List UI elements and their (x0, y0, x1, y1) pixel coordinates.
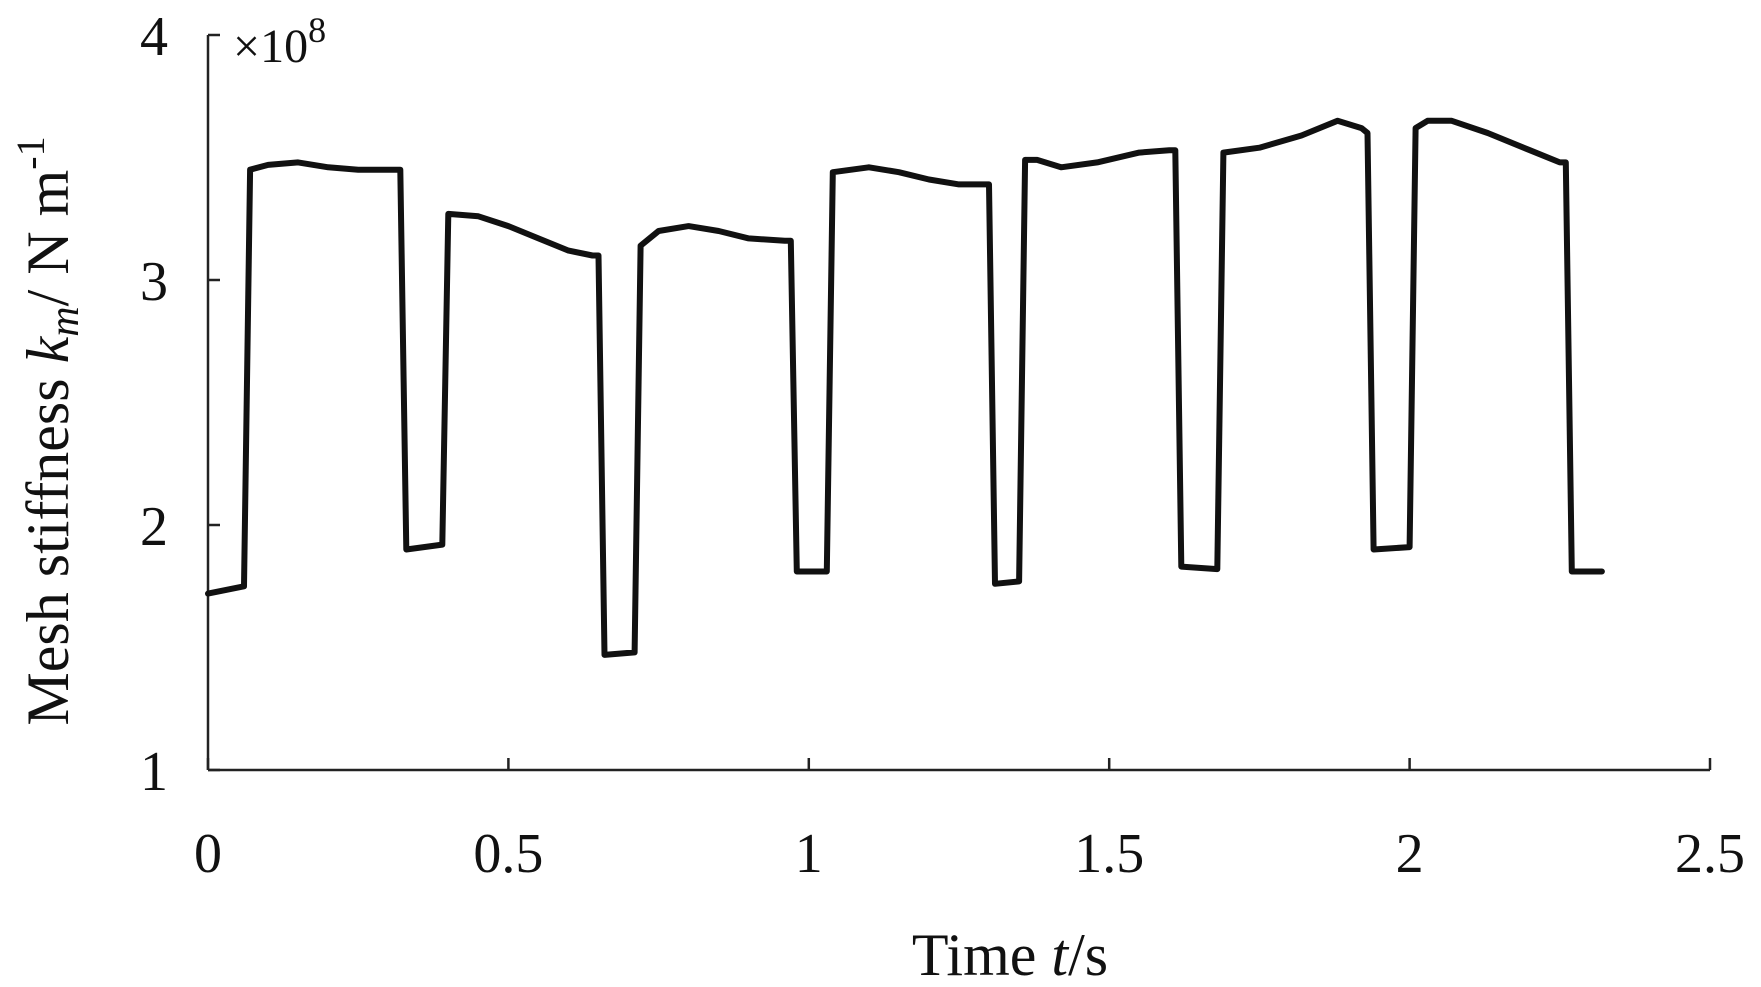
y-axis-multiplier: ×108 (233, 10, 326, 73)
ticks (206, 33, 1712, 772)
x-tick-label: 1.5 (1074, 823, 1144, 885)
y-tick-label: 4 (140, 6, 168, 68)
series-line-1 (205, 117, 1605, 658)
y-tick-label: 1 (140, 741, 168, 803)
x-tick-label: 1 (795, 823, 823, 885)
y-axis-title: Mesh stiffness km/ N m-1 (8, 136, 88, 725)
y-tick-label: 2 (140, 496, 168, 558)
x-tick-label: 0.5 (473, 823, 543, 885)
axes (206, 35, 1710, 772)
series-layer (205, 117, 1605, 658)
x-tick-label: 2.5 (1675, 823, 1745, 885)
x-tick-label: 2 (1396, 823, 1424, 885)
y-tick-label: 3 (140, 251, 168, 313)
x-tick-label: 0 (194, 823, 222, 885)
tick-labels: 0 0.5 1 1.5 2 2.5 1 2 3 4 (140, 6, 1745, 885)
x-axis-title: Time t/s (912, 922, 1108, 987)
